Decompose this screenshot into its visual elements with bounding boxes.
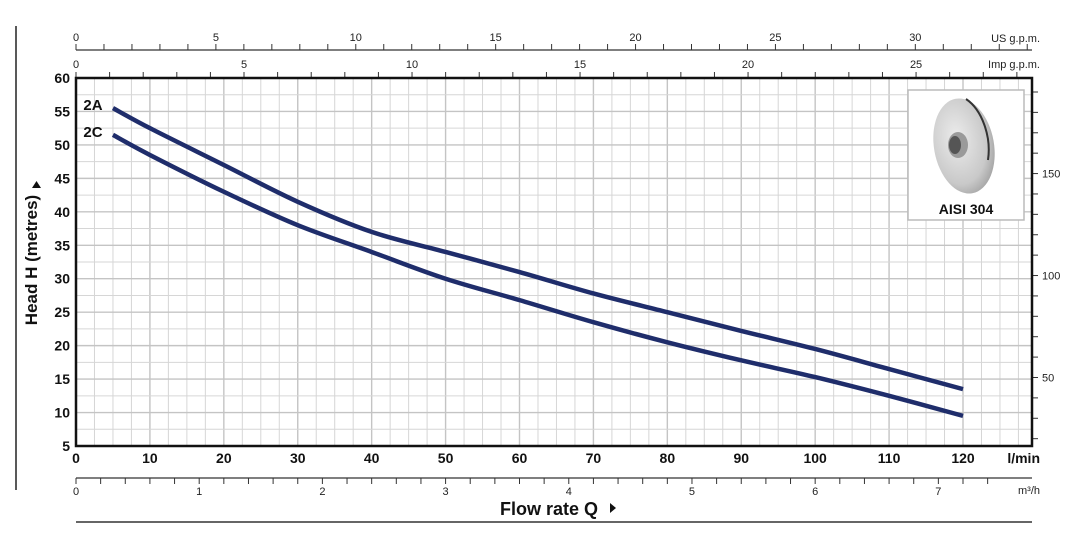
us-gpm-tick-label: 30 bbox=[909, 32, 921, 44]
y-arrow-icon bbox=[32, 181, 41, 188]
imp-gpm-tick-label: 25 bbox=[910, 59, 922, 71]
us-gpm-tick-label: 20 bbox=[629, 32, 641, 44]
m3h-tick-label: 1 bbox=[196, 486, 202, 498]
y-tick-label: 60 bbox=[54, 70, 70, 86]
x-tick-label: 60 bbox=[512, 450, 528, 466]
y-tick-label: 15 bbox=[54, 371, 70, 387]
curve-label-2c: 2C bbox=[83, 124, 102, 141]
x-unit-label: l/min bbox=[1007, 450, 1040, 466]
y-tick-label: 50 bbox=[54, 137, 70, 153]
bottom-axes: 0 10 20 30 40 50 60 70 80 90 100 110 120 0 1 2 3 4 5 6 7 bbox=[72, 450, 1032, 498]
y-tick-label: 25 bbox=[54, 304, 70, 320]
us-gpm-tick-label: 15 bbox=[490, 32, 502, 44]
imp-gpm-tick-label: 10 bbox=[406, 59, 418, 71]
x-tick-label: 0 bbox=[72, 450, 80, 466]
us-gpm-tick-label: 25 bbox=[769, 32, 781, 44]
x-tick-label: 10 bbox=[142, 450, 158, 466]
x-tick-label: 30 bbox=[290, 450, 306, 466]
x-tick-label: 110 bbox=[878, 450, 901, 466]
curve-2a bbox=[111, 106, 964, 392]
x-tick-label: 70 bbox=[586, 450, 602, 466]
m3h-tick-label: 0 bbox=[73, 486, 79, 498]
y-tick-label: 55 bbox=[54, 103, 70, 119]
x-tick-label: 80 bbox=[660, 450, 676, 466]
us-gpm-tick-label: 5 bbox=[213, 32, 219, 44]
us-gpm-tick-label: 0 bbox=[73, 32, 79, 44]
us-gpm-tick-label: 10 bbox=[350, 32, 362, 44]
imp-gpm-tick-label: 20 bbox=[742, 59, 754, 71]
imp-gpm-label: Imp g.p.m. bbox=[988, 59, 1040, 71]
impeller-inset: AISI 304 bbox=[907, 89, 1025, 221]
right-tick-label: 150 bbox=[1042, 169, 1060, 181]
y-tick-label: 30 bbox=[54, 271, 70, 287]
x-tick-label: 20 bbox=[216, 450, 232, 466]
y-tick-label: 5 bbox=[62, 438, 70, 454]
x-arrow-icon bbox=[610, 503, 616, 513]
right-tick-label: 50 bbox=[1042, 372, 1054, 384]
y-tick-label: 45 bbox=[54, 170, 70, 186]
y-tick-label: 10 bbox=[54, 405, 70, 421]
m3h-tick-label: 6 bbox=[812, 486, 818, 498]
m3h-tick-label: 2 bbox=[319, 486, 325, 498]
x-tick-label: 90 bbox=[733, 450, 749, 466]
curve-2c bbox=[111, 132, 964, 419]
plot-frame bbox=[74, 76, 1034, 448]
curve-label-2a: 2A bbox=[83, 97, 102, 114]
impeller-icon bbox=[933, 98, 995, 194]
us-gpm-label: US g.p.m. bbox=[991, 33, 1040, 45]
m3h-tick-label: 3 bbox=[443, 486, 449, 498]
x-tick-label: 100 bbox=[803, 450, 827, 466]
m3h-tick-label: 7 bbox=[935, 486, 941, 498]
x-axis-title: Flow rate Q bbox=[500, 499, 598, 519]
m3h-tick-label: 4 bbox=[566, 486, 572, 498]
right-secondary-axis: 50 100 150 bbox=[1032, 91, 1060, 440]
imp-gpm-tick-label: 15 bbox=[574, 59, 586, 71]
y-axis-title: Head H (metres) bbox=[22, 195, 41, 325]
right-tick-label: 100 bbox=[1042, 271, 1060, 283]
m3h-tick-label: 5 bbox=[689, 486, 695, 498]
inset-caption: AISI 304 bbox=[939, 201, 994, 217]
y-tick-label: 20 bbox=[54, 338, 70, 354]
x-tick-label: 40 bbox=[364, 450, 380, 466]
top-secondary-axes: 0 5 10 15 20 25 30 0 5 10 15 20 25 bbox=[73, 32, 1032, 78]
imp-gpm-tick-label: 0 bbox=[73, 59, 79, 71]
performance-curves: 2A 2C bbox=[83, 97, 964, 419]
plot-grid bbox=[75, 77, 1032, 447]
x-tick-label: 50 bbox=[438, 450, 454, 466]
y-axis: 5 10 15 20 25 30 35 40 45 50 55 60 bbox=[54, 70, 70, 454]
x-tick-label: 120 bbox=[951, 450, 975, 466]
imp-gpm-tick-label: 5 bbox=[241, 59, 247, 71]
y-tick-label: 40 bbox=[54, 204, 70, 220]
m3h-unit-label: m³/h bbox=[1018, 485, 1040, 497]
y-tick-label: 35 bbox=[54, 237, 70, 253]
